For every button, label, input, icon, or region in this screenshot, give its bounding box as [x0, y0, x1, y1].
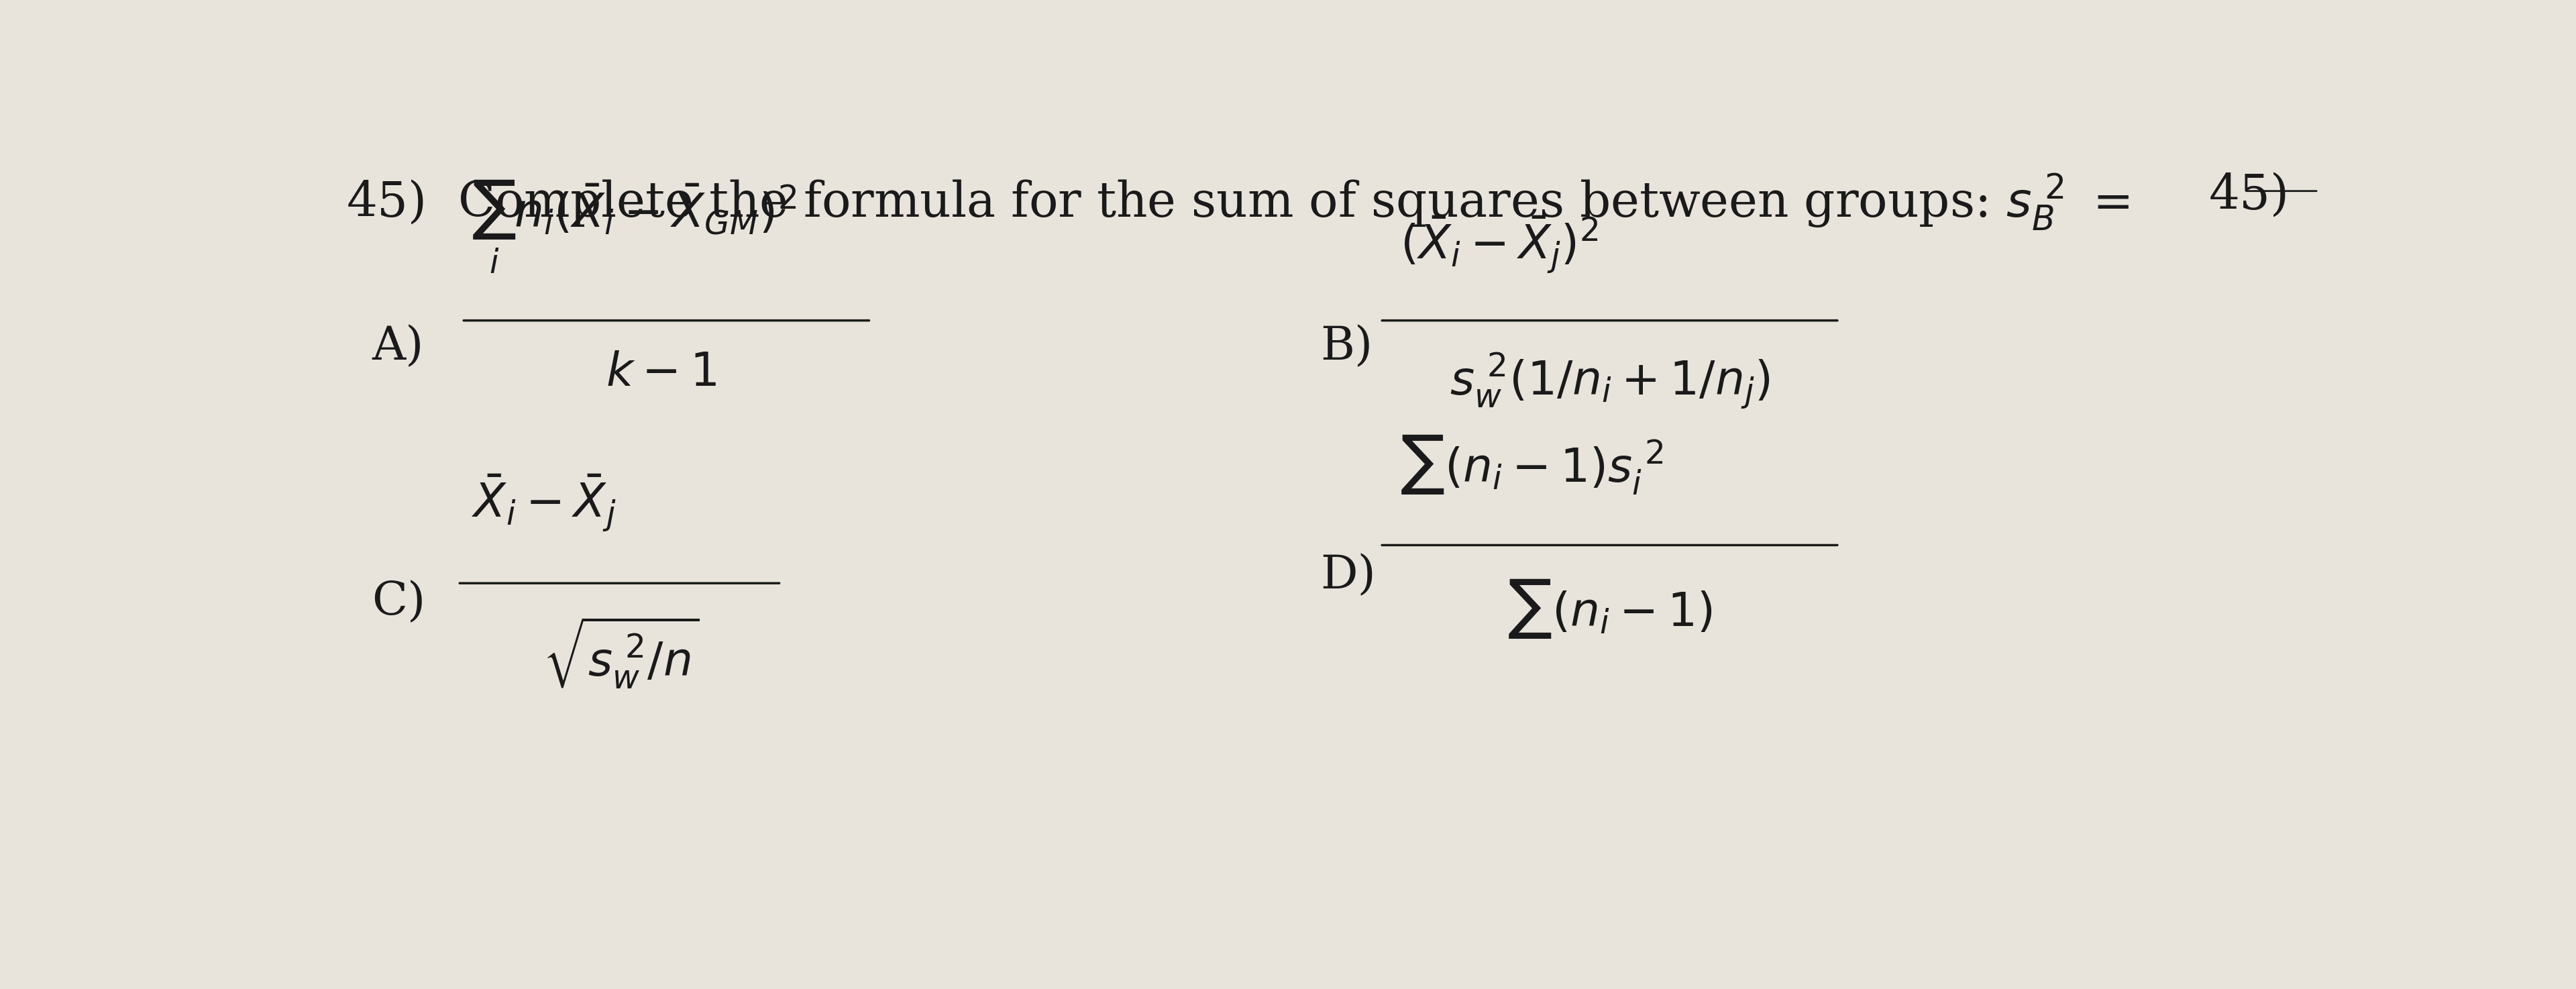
Text: $\bar{X}_i - \bar{X}_j$: $\bar{X}_i - \bar{X}_j$ — [471, 473, 616, 534]
Text: $\sum(n_i - 1)$: $\sum(n_i - 1)$ — [1507, 578, 1713, 640]
Text: 45): 45) — [2208, 172, 2290, 220]
Text: C): C) — [371, 580, 425, 624]
Text: $\sqrt{s_w^{\ 2}/n}$: $\sqrt{s_w^{\ 2}/n}$ — [544, 615, 701, 690]
Text: B): B) — [1319, 324, 1373, 370]
Text: A): A) — [371, 324, 425, 370]
Text: $\sum_i n_i(\bar{X}_i - \bar{X}_{GM})^2$: $\sum_i n_i(\bar{X}_i - \bar{X}_{GM})^2$ — [471, 178, 796, 275]
Text: $\sum(n_i - 1)s_i^{\ 2}$: $\sum(n_i - 1)s_i^{\ 2}$ — [1401, 432, 1664, 495]
Text: $k - 1$: $k - 1$ — [605, 351, 716, 396]
Text: D): D) — [1319, 553, 1376, 598]
Text: $s_w^{\ 2}(1/n_i + 1/n_j)$: $s_w^{\ 2}(1/n_i + 1/n_j)$ — [1450, 351, 1770, 410]
Text: $(\bar{X}_i - \bar{X}_j)^2$: $(\bar{X}_i - \bar{X}_j)^2$ — [1401, 214, 1597, 275]
Text: 45)  Complete the formula for the sum of squares between groups: $s_B^{\ 2}\ =$: 45) Complete the formula for the sum of … — [345, 172, 2130, 232]
